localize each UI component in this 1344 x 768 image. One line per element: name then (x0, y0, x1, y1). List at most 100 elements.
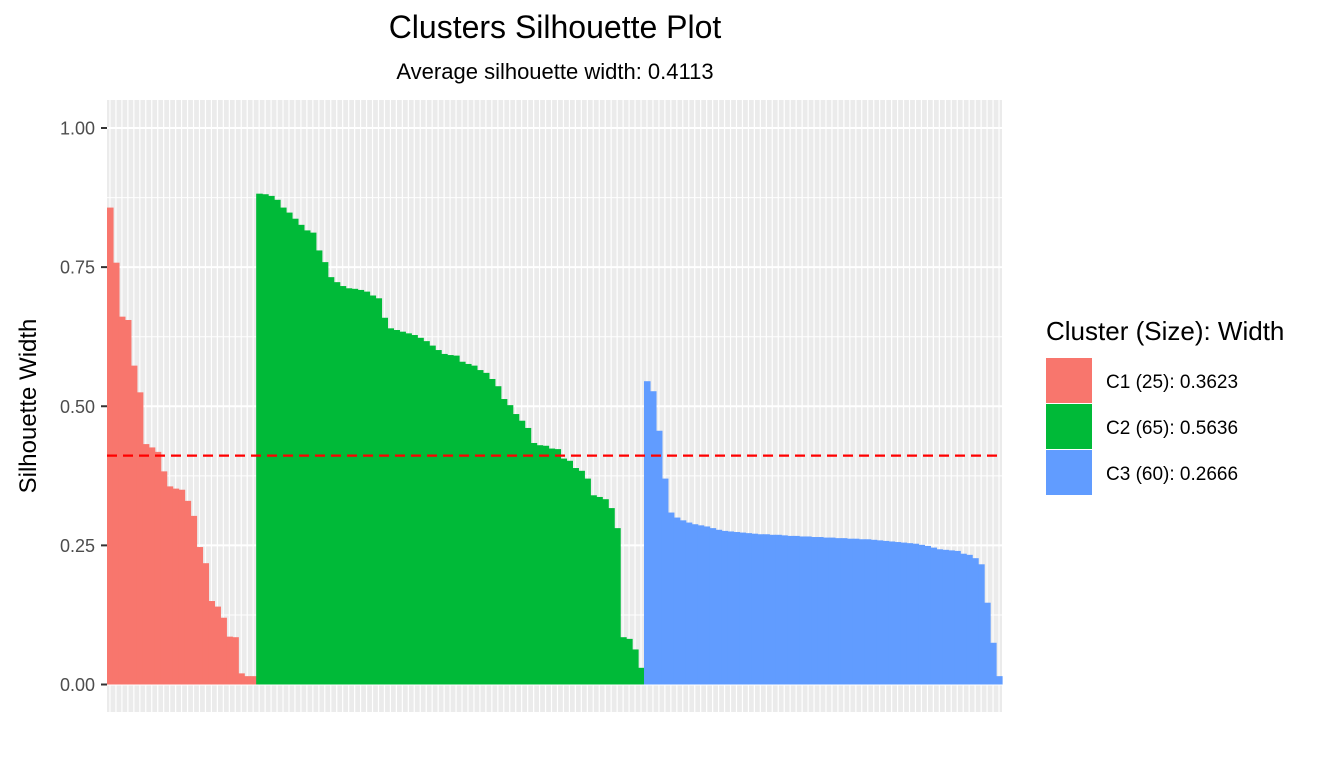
silhouette-bar (775, 534, 782, 685)
silhouette-bar (196, 547, 204, 685)
silhouette-bar (459, 361, 466, 685)
silhouette-bar (124, 319, 132, 685)
silhouette-bar (840, 538, 848, 685)
silhouette-bar (834, 538, 842, 685)
silhouette-bar (381, 317, 389, 685)
silhouette-bar (345, 288, 353, 685)
silhouette-bar (256, 193, 263, 685)
silhouette-bar (429, 345, 436, 685)
silhouette-bar (763, 534, 770, 685)
silhouette-bar (280, 207, 287, 685)
silhouette-bar (608, 508, 615, 685)
silhouette-bar (411, 335, 418, 685)
silhouette-bar (602, 499, 609, 685)
silhouette-bar (924, 545, 931, 685)
silhouette-bar (709, 528, 717, 685)
silhouette-bar (172, 488, 180, 685)
silhouette-bar (107, 207, 114, 685)
silhouette-bar (399, 331, 406, 685)
silhouette-bar (470, 365, 478, 685)
y-axis: 0.00 0.25 0.50 0.75 1.00 (60, 119, 107, 695)
silhouette-bar (542, 445, 550, 685)
silhouette-bar (584, 478, 591, 685)
silhouette-bar (823, 537, 830, 685)
silhouette-bar (315, 250, 323, 685)
silhouette-bar (590, 495, 597, 685)
silhouette-bar (488, 378, 496, 685)
silhouette-bar (250, 676, 257, 685)
y-tick-label: 1.00 (60, 119, 95, 139)
silhouette-bar (506, 405, 514, 685)
silhouette-bar (578, 470, 585, 685)
silhouette-bar (435, 350, 442, 685)
chart-title: Clusters Silhouette Plot (389, 9, 722, 45)
silhouette-bar (978, 564, 985, 685)
silhouette-bar (262, 194, 269, 685)
silhouette-bar (232, 637, 239, 685)
silhouette-bar (465, 363, 472, 685)
silhouette-bar (673, 517, 681, 685)
silhouette-bar (805, 536, 812, 685)
y-tick-label: 0.00 (60, 675, 95, 695)
silhouette-bar (184, 500, 192, 685)
silhouette-bar (691, 524, 699, 685)
silhouette-bar (190, 515, 198, 685)
silhouette-bar (942, 549, 949, 685)
silhouette-bar (291, 218, 299, 685)
legend-label: C1 (25): 0.3623 (1106, 372, 1238, 393)
silhouette-bar (846, 538, 854, 685)
silhouette-bar (888, 541, 896, 685)
silhouette-bar (309, 232, 317, 685)
silhouette-bar (363, 291, 371, 685)
silhouette-bar (948, 550, 955, 685)
silhouette-bar (876, 540, 884, 685)
silhouette-bar (769, 534, 776, 685)
silhouette-bar (727, 531, 735, 685)
silhouette-bar (303, 230, 311, 685)
silhouette-bar (369, 295, 377, 685)
silhouette-bar (357, 289, 365, 685)
silhouette-bar (142, 444, 150, 685)
silhouette-bar (554, 449, 562, 685)
silhouette-bar (148, 447, 156, 685)
silhouette-bar (817, 537, 824, 685)
silhouette-bar (351, 288, 359, 685)
silhouette-bar (787, 535, 794, 685)
silhouette-bar (638, 667, 645, 685)
silhouette-bar (882, 540, 890, 685)
silhouette-bar (202, 563, 210, 685)
silhouette-bar (626, 638, 633, 685)
silhouette-bar (417, 337, 424, 685)
silhouette-bar (226, 636, 233, 685)
silhouette-bar (238, 673, 245, 685)
silhouette-bar (811, 537, 818, 685)
silhouette-bar (912, 543, 920, 685)
silhouette-bar (966, 554, 973, 685)
legend: Cluster (Size): Width C1 (25): 0.3623 C2 … (1046, 316, 1284, 495)
silhouette-bar (518, 420, 526, 685)
silhouette-bar (405, 333, 412, 685)
silhouette-bar (858, 539, 866, 685)
silhouette-bar (530, 442, 538, 685)
silhouette-bar (494, 386, 502, 685)
silhouette-bar (118, 316, 126, 685)
silhouette-bar (327, 277, 335, 685)
legend-label: C2 (65): 0.5636 (1106, 418, 1238, 439)
silhouette-bar (936, 549, 943, 685)
silhouette-bar (333, 282, 341, 685)
silhouette-bar (321, 262, 329, 685)
silhouette-bar (572, 468, 579, 685)
legend-label: C3 (60): 0.2666 (1106, 464, 1238, 485)
silhouette-bar (423, 341, 430, 685)
chart-subtitle: Average silhouette width: 0.4113 (396, 59, 713, 84)
silhouette-bar (560, 458, 568, 685)
silhouette-bar (512, 414, 520, 685)
bars (107, 193, 1003, 685)
silhouette-bar (894, 542, 902, 685)
silhouette-bar (286, 212, 293, 685)
silhouette-bar (536, 445, 544, 685)
silhouette-bar (130, 365, 138, 685)
silhouette-bar (453, 355, 460, 685)
silhouette-bar (745, 533, 752, 685)
